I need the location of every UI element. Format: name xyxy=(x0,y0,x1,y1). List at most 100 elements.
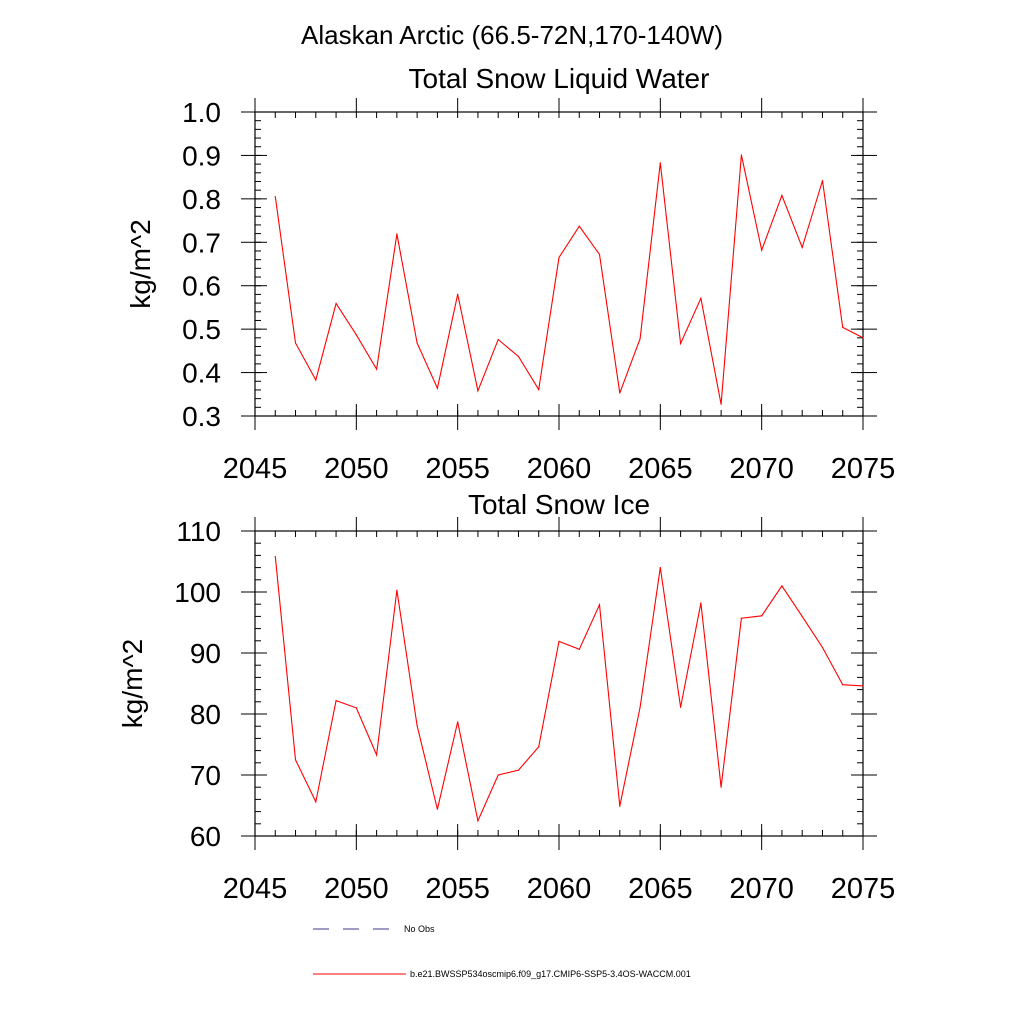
data-point xyxy=(700,297,702,299)
y-tick-label: 0.5 xyxy=(182,314,221,345)
data-point xyxy=(842,326,844,329)
data-point xyxy=(477,820,479,822)
data-point xyxy=(396,233,398,235)
x-tick-label: 2065 xyxy=(628,873,693,905)
data-point xyxy=(659,567,661,569)
data-point xyxy=(558,640,560,643)
data-point xyxy=(294,342,297,344)
data-point xyxy=(436,387,438,389)
y-tick-label: 0.7 xyxy=(182,227,221,258)
data-point xyxy=(578,225,580,227)
data-point xyxy=(517,769,520,771)
data-point xyxy=(538,388,540,391)
data-point xyxy=(801,615,803,618)
y-tick-label: 0.4 xyxy=(182,358,221,389)
data-point xyxy=(680,706,682,708)
data-point xyxy=(355,707,357,709)
y-tick-label: 60 xyxy=(190,821,221,852)
data-point xyxy=(416,724,418,727)
x-tick-label: 2070 xyxy=(729,873,794,905)
y-tick-label: 0.8 xyxy=(182,184,221,215)
data-point xyxy=(842,684,844,686)
legend: No Obs b.e21.BWSSP534oscmip6.f09_g17.CMI… xyxy=(313,924,691,979)
data-point xyxy=(416,342,418,344)
data-point xyxy=(740,617,743,619)
data-point xyxy=(639,338,641,340)
data-point xyxy=(720,403,722,405)
y-tick-label: 0.6 xyxy=(182,271,221,302)
y-tick-label: 0.3 xyxy=(182,401,221,432)
data-point xyxy=(497,774,499,776)
y-tick-label: 110 xyxy=(176,516,221,547)
data-point xyxy=(801,246,803,249)
data-point xyxy=(578,648,580,650)
data-point xyxy=(862,685,864,687)
data-point xyxy=(315,801,317,803)
data-point xyxy=(497,338,499,341)
data-point xyxy=(274,556,276,558)
data-point xyxy=(477,390,479,392)
data-point xyxy=(720,786,722,788)
data-point xyxy=(436,808,438,810)
y-tick-label: 1.0 xyxy=(182,97,221,128)
series-line xyxy=(274,556,864,823)
data-point xyxy=(781,585,783,587)
data-point xyxy=(761,249,763,251)
data-point xyxy=(761,615,763,617)
data-point xyxy=(680,342,682,345)
x-tick-label: 2055 xyxy=(425,453,490,485)
panel-snow-ice: Total Snow Ice kg/m^2 2045 2050 2055 2060 2065… xyxy=(117,489,895,905)
x-tick-label: 2045 xyxy=(223,873,288,905)
y-tick-label: 0.9 xyxy=(182,140,221,171)
data-point xyxy=(274,196,276,198)
data-point xyxy=(639,706,641,708)
data-point xyxy=(619,392,621,394)
x-tick-label: 2050 xyxy=(324,873,389,905)
x-tick-label: 2045 xyxy=(223,453,288,485)
plot-frame xyxy=(254,111,864,417)
data-point xyxy=(355,334,357,336)
panel-title: Total Snow Ice xyxy=(468,489,650,520)
legend-no-obs-label: No Obs xyxy=(404,924,435,934)
x-tick-label: 2060 xyxy=(527,453,592,485)
data-point xyxy=(517,355,520,358)
series-line xyxy=(274,154,864,405)
data-point xyxy=(781,194,783,196)
data-point xyxy=(821,180,824,182)
data-point xyxy=(538,746,540,748)
x-tick-label: 2065 xyxy=(628,453,693,485)
data-point xyxy=(457,293,459,295)
data-point xyxy=(376,754,378,756)
data-point xyxy=(315,379,317,381)
y-tick-label: 90 xyxy=(190,638,221,669)
data-point xyxy=(821,646,824,649)
data-point xyxy=(376,368,378,370)
data-point xyxy=(558,256,560,259)
x-tick-label: 2075 xyxy=(831,873,896,905)
x-tick-label: 2070 xyxy=(729,453,794,485)
data-point xyxy=(598,253,601,256)
y-tick-label: 80 xyxy=(190,699,221,730)
legend-model-label: b.e21.BWSSP534oscmip6.f09_g17.CMIP6-SSP5… xyxy=(410,969,691,979)
data-point xyxy=(862,337,864,339)
data-point xyxy=(294,759,297,761)
data-point xyxy=(659,162,661,164)
y-axis-label: kg/m^2 xyxy=(117,639,148,728)
data-point xyxy=(598,604,601,606)
panel-snow-liquid-water: Total Snow Liquid Water kg/m^2 2045 2050 205… xyxy=(125,63,895,485)
x-tick-label: 2075 xyxy=(831,453,896,485)
x-tick-label: 2060 xyxy=(527,873,592,905)
y-axis-label: kg/m^2 xyxy=(125,219,156,308)
data-point xyxy=(335,699,337,702)
data-point xyxy=(457,721,459,723)
plot-frame xyxy=(254,530,864,837)
figure-title: Alaskan Arctic (66.5-72N,170-140W) xyxy=(301,20,723,50)
y-tick-label: 70 xyxy=(190,760,221,791)
data-point xyxy=(335,302,337,305)
data-point xyxy=(619,805,621,807)
data-point xyxy=(740,154,743,156)
panel-title: Total Snow Liquid Water xyxy=(409,63,710,94)
x-tick-label: 2050 xyxy=(324,453,389,485)
y-tick-label: 100 xyxy=(174,577,221,608)
